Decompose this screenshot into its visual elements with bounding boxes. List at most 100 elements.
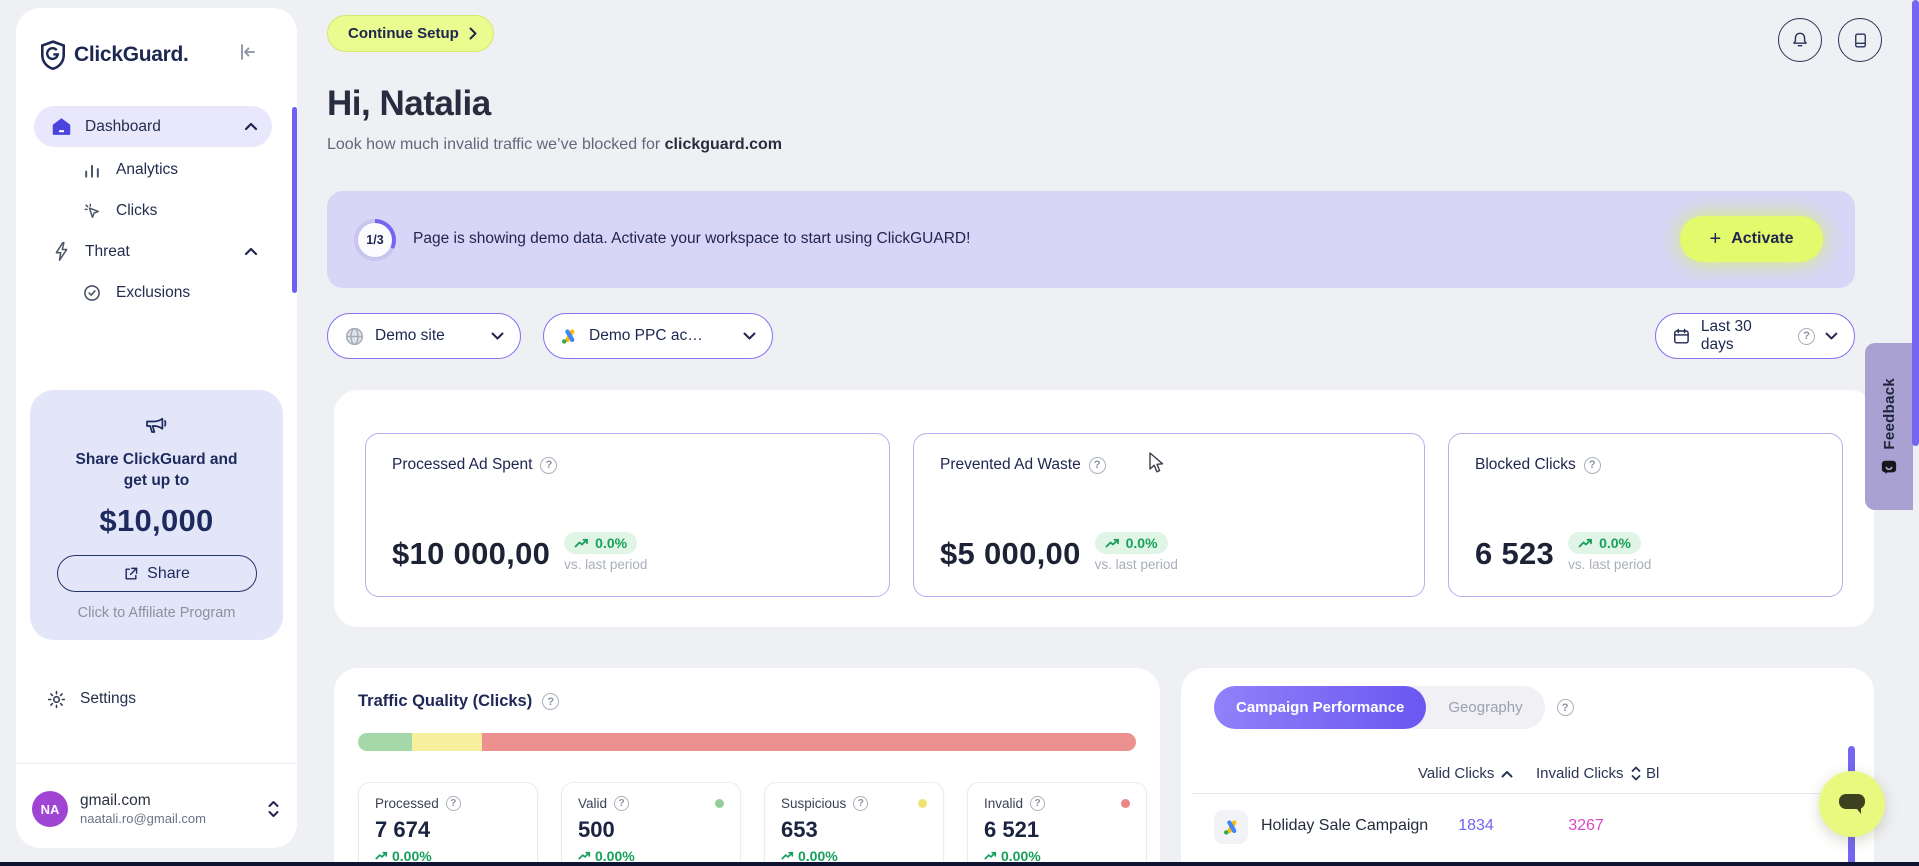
stat-delta: 0.0% xyxy=(1125,535,1158,551)
sidebar-item-exclusions[interactable]: Exclusions xyxy=(34,272,272,313)
chevron-down-icon xyxy=(491,332,504,340)
continue-setup-button[interactable]: Continue Setup xyxy=(327,15,494,52)
metric-card-processed: Processed? 7 674 0.00% xyxy=(358,782,538,866)
sort-both-icon xyxy=(1631,766,1640,781)
page-scrollbar[interactable] xyxy=(1912,0,1919,446)
help-icon[interactable]: ? xyxy=(1030,796,1046,811)
subtitle-text: Look how much invalid traffic we’ve bloc… xyxy=(327,136,665,153)
activate-button[interactable]: + Activate xyxy=(1680,216,1823,262)
share-button[interactable]: Share xyxy=(56,555,257,592)
affiliate-promo-card[interactable]: Share ClickGuard and get up to $10,000 S… xyxy=(30,390,283,640)
metric-delta-value: 0.00% xyxy=(595,848,635,864)
chat-launcher-button[interactable] xyxy=(1819,771,1885,837)
help-icon[interactable]: ? xyxy=(542,693,560,710)
traffic-quality-title: Traffic Quality (Clicks) xyxy=(358,692,533,710)
trend-up-icon xyxy=(1578,538,1592,547)
account-switcher[interactable]: NA gmail.com naatali.ro@gmail.com xyxy=(32,786,282,832)
column-blocked-cutoff[interactable]: Bl xyxy=(1646,765,1659,782)
bar-segment-invalid xyxy=(482,733,1136,751)
date-range-value: Last 30 days xyxy=(1700,318,1752,353)
metric-label: Processed xyxy=(375,796,439,811)
journal-icon xyxy=(1854,32,1866,48)
metric-value: 7 674 xyxy=(375,817,431,842)
help-icon[interactable]: ? xyxy=(445,796,461,811)
progress-fraction: 1/3 xyxy=(366,233,384,247)
sidebar-item-clicks[interactable]: Clicks xyxy=(34,190,272,231)
lightning-icon xyxy=(50,241,72,263)
stat-delta-caption: vs. last period xyxy=(1568,557,1652,572)
help-icon[interactable]: ? xyxy=(1556,699,1574,716)
metric-value: 500 xyxy=(578,817,615,842)
metric-card-invalid: Invalid? 6 521 0.00% xyxy=(967,782,1147,866)
external-link-icon xyxy=(125,567,138,580)
help-icon[interactable]: ? xyxy=(1798,327,1816,345)
sidebar-item-label: Clicks xyxy=(116,201,158,219)
notifications-button[interactable] xyxy=(1778,18,1822,62)
campaign-performance-panel: Campaign Performance Geography ? Valid C… xyxy=(1181,668,1874,866)
badge-check-icon xyxy=(81,282,103,304)
gear-icon xyxy=(47,690,66,708)
chevron-up-down-icon xyxy=(268,801,279,817)
affiliate-caption: Click to Affiliate Program xyxy=(77,605,236,621)
google-ads-icon xyxy=(1223,819,1236,835)
help-icon[interactable]: ? xyxy=(1583,456,1601,474)
metric-delta-value: 0.00% xyxy=(798,848,838,864)
date-range-dropdown[interactable]: Last 30 days ? xyxy=(1655,313,1855,359)
stat-delta-caption: vs. last period xyxy=(1094,557,1178,572)
tab-campaign-performance[interactable]: Campaign Performance xyxy=(1214,686,1427,729)
column-valid-clicks[interactable]: Valid Clicks xyxy=(1418,765,1513,782)
megaphone-icon xyxy=(145,417,166,433)
sidebar-scrollbar[interactable] xyxy=(292,107,297,293)
metric-value: 6 521 xyxy=(984,817,1040,842)
table-row[interactable]: Holiday Sale Campaign 1834 3267 xyxy=(1181,794,1874,856)
feedback-chat-icon xyxy=(1881,461,1897,475)
calendar-icon xyxy=(1674,328,1689,343)
sidebar-collapse-icon[interactable] xyxy=(236,40,260,64)
sidebar-item-label: Analytics xyxy=(116,160,179,178)
stats-panel: Processed Ad Spent? $10 000,00 0.0% vs. … xyxy=(334,390,1874,627)
banner-message: Page is showing demo data. Activate your… xyxy=(413,230,971,247)
trend-up-icon xyxy=(578,851,591,860)
bar-segment-suspicious xyxy=(412,733,483,751)
sidebar-item-analytics[interactable]: Analytics xyxy=(34,149,272,190)
logo: ClickGuard. xyxy=(40,38,278,72)
chevron-up-icon xyxy=(244,122,258,131)
traffic-quality-stacked-bar xyxy=(358,733,1136,751)
sidebar-item-label: Exclusions xyxy=(116,283,191,301)
stat-delta: 0.0% xyxy=(1599,535,1631,551)
cursor-click-icon xyxy=(81,200,103,222)
window-bottom-edge xyxy=(0,862,1919,866)
plus-icon: + xyxy=(1709,228,1722,250)
help-icon[interactable]: ? xyxy=(540,456,558,474)
help-icon[interactable]: ? xyxy=(614,796,630,811)
stat-label: Blocked Clicks xyxy=(1475,456,1576,473)
ppc-account-dropdown[interactable]: Demo PPC ac… xyxy=(543,313,773,359)
valid-clicks-value: 1834 xyxy=(1458,817,1494,834)
help-icon[interactable]: ? xyxy=(1088,456,1106,474)
chevron-up-icon xyxy=(244,247,258,256)
google-ads-chip xyxy=(1214,810,1248,844)
promo-text-line2: get up to xyxy=(123,472,190,489)
globe-icon xyxy=(345,327,364,345)
tabs-group: Campaign Performance Geography xyxy=(1214,686,1545,729)
changelog-button[interactable] xyxy=(1838,18,1882,62)
tab-geography[interactable]: Geography xyxy=(1448,699,1523,716)
sidebar-item-threat[interactable]: Threat xyxy=(34,231,272,272)
metric-card-valid: Valid? 500 0.00% xyxy=(561,782,741,866)
workspace-name: gmail.com xyxy=(80,792,151,809)
site-filter-dropdown[interactable]: Demo site xyxy=(327,313,521,359)
setup-progress-ring: 1/3 xyxy=(354,219,396,261)
home-icon xyxy=(50,116,72,138)
column-invalid-clicks[interactable]: Invalid Clicks xyxy=(1536,765,1641,782)
feedback-tab[interactable]: Feedback xyxy=(1865,343,1913,510)
stat-value: $10 000,00 xyxy=(392,536,551,571)
site-filter-value: Demo site xyxy=(375,327,445,344)
column-label: Valid Clicks xyxy=(1418,765,1495,782)
metric-value: 653 xyxy=(781,817,818,842)
sort-asc-icon xyxy=(1501,770,1513,777)
bar-chart-icon xyxy=(81,159,103,181)
sidebar-item-settings[interactable]: Settings xyxy=(46,684,266,714)
sidebar-item-dashboard[interactable]: Dashboard xyxy=(34,106,272,147)
demo-data-banner: 1/3 Page is showing demo data. Activate … xyxy=(327,191,1855,288)
help-icon[interactable]: ? xyxy=(853,796,869,811)
